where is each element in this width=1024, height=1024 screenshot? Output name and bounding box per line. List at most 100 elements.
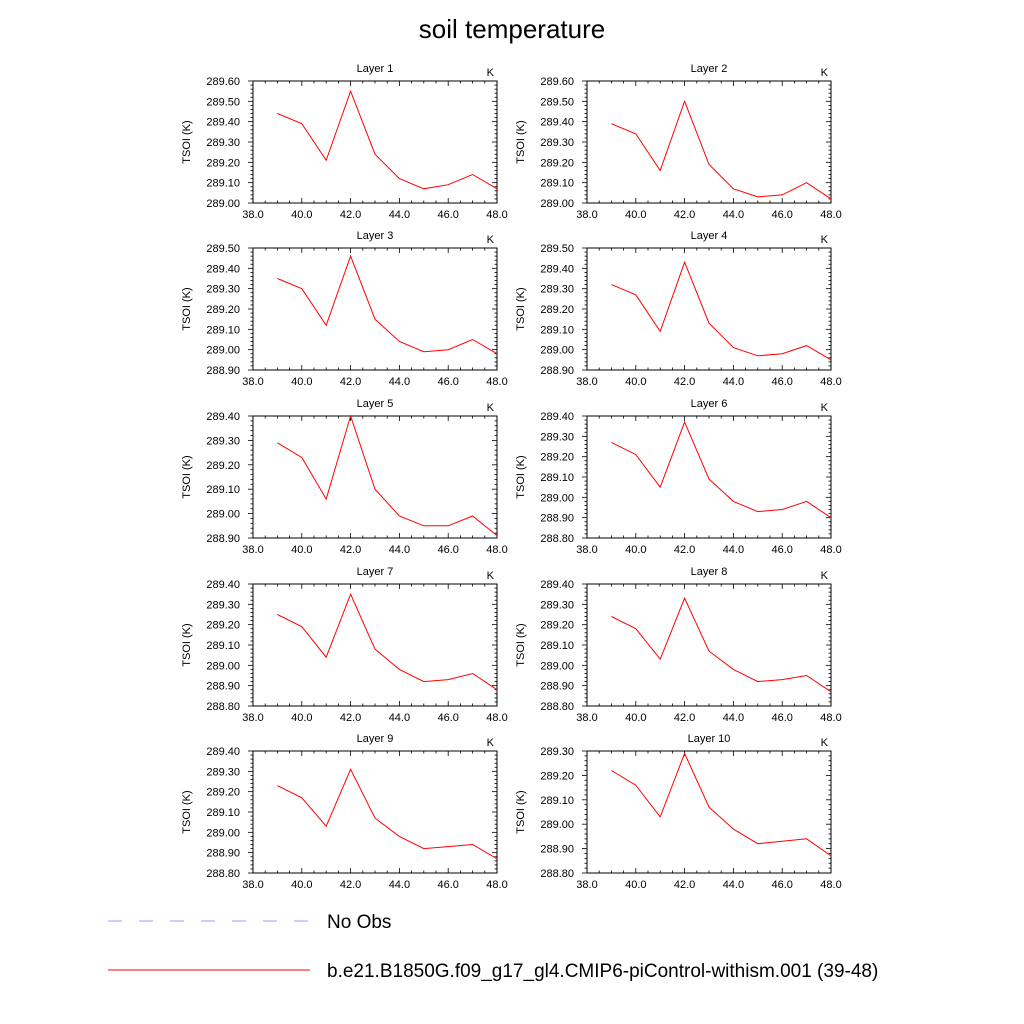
x-tick-label: 42.0 [674, 544, 695, 556]
panel-3: 38.0 40.0 42.0 44.0 46.0 48.0 288.90 289.00 289.… [181, 230, 508, 388]
y-tick-label: 289.10 [206, 324, 240, 336]
x-tick-label: 46.0 [437, 376, 458, 388]
figure-title: soil temperature [418, 14, 606, 44]
y-tick-label: 289.20 [206, 157, 240, 169]
y-tick-label: 288.80 [540, 533, 574, 545]
y-axis-label: TSOI (K) [515, 790, 527, 833]
y-tick-label: 289.60 [206, 76, 240, 88]
x-tick-label: 44.0 [389, 879, 410, 891]
y-axis-label: TSOI (K) [181, 455, 193, 498]
panel-units: K [821, 234, 829, 246]
x-tick-label: 46.0 [771, 712, 792, 724]
panel-units: K [487, 570, 495, 582]
x-tick-label: 40.0 [291, 879, 312, 891]
y-axis-label: TSOI (K) [181, 287, 193, 330]
x-tick-label: 48.0 [820, 544, 841, 556]
y-tick-label: 288.80 [206, 701, 240, 713]
panel-title: Layer 6 [691, 398, 728, 410]
x-tick-label: 42.0 [674, 209, 695, 221]
y-tick-label: 289.00 [540, 198, 574, 210]
y-tick-label: 288.90 [540, 513, 574, 525]
y-tick-label: 289.60 [540, 76, 574, 88]
plot-frame [586, 415, 832, 539]
panel-units: K [821, 737, 829, 749]
y-axis-label: TSOI (K) [515, 623, 527, 666]
y-tick-label: 289.30 [206, 284, 240, 296]
y-tick-label: 289.10 [206, 484, 240, 496]
y-tick-label: 289.30 [540, 431, 574, 443]
panel-6: 38.0 40.0 42.0 44.0 46.0 48.0 288.80 288.90 289.… [515, 398, 842, 556]
x-tick-label: 44.0 [723, 376, 744, 388]
x-tick-label: 40.0 [625, 712, 646, 724]
y-tick-label: 289.30 [206, 599, 240, 611]
legend-label-1: No Obs [327, 912, 391, 933]
x-tick-label: 38.0 [576, 544, 597, 556]
x-tick-label: 40.0 [291, 712, 312, 724]
x-tick-label: 40.0 [625, 209, 646, 221]
x-tick-label: 44.0 [723, 879, 744, 891]
x-tick-label: 44.0 [723, 712, 744, 724]
y-axis-label: TSOI (K) [181, 623, 193, 666]
y-tick-label: 289.20 [540, 770, 574, 782]
y-tick-label: 289.30 [540, 746, 574, 758]
panel-title: Layer 2 [691, 63, 728, 75]
panel-units: K [821, 402, 829, 414]
panel-units: K [821, 570, 829, 582]
x-tick-label: 38.0 [242, 209, 263, 221]
y-tick-label: 289.40 [206, 579, 240, 591]
x-tick-label: 48.0 [486, 376, 507, 388]
x-tick-label: 48.0 [486, 712, 507, 724]
x-tick-label: 40.0 [625, 544, 646, 556]
x-tick-label: 46.0 [771, 209, 792, 221]
y-tick-label: 289.40 [206, 746, 240, 758]
y-axis-label: TSOI (K) [515, 120, 527, 163]
panel-7: 38.0 40.0 42.0 44.0 46.0 48.0 288.80 288.90 289.… [181, 566, 508, 724]
x-tick-label: 44.0 [389, 376, 410, 388]
panel-1: 38.0 40.0 42.0 44.0 46.0 48.0 289.00 289.10 289.… [181, 63, 508, 221]
y-tick-label: 289.40 [206, 263, 240, 275]
y-tick-label: 289.30 [540, 284, 574, 296]
series-line [277, 414, 498, 536]
y-tick-label: 289.00 [206, 198, 240, 210]
x-tick-label: 46.0 [437, 879, 458, 891]
x-tick-label: 42.0 [340, 376, 361, 388]
panel-title: Layer 10 [688, 733, 731, 745]
x-tick-label: 46.0 [437, 544, 458, 556]
plot-frame [586, 80, 832, 204]
y-tick-label: 289.30 [540, 137, 574, 149]
y-tick-label: 288.80 [540, 701, 574, 713]
y-tick-label: 288.90 [206, 533, 240, 545]
y-tick-label: 289.10 [540, 472, 574, 484]
panel-8: 38.0 40.0 42.0 44.0 46.0 48.0 288.80 288.90 289.… [515, 566, 842, 724]
plot-frame [252, 750, 498, 874]
plot-frame [252, 583, 498, 707]
x-tick-label: 46.0 [437, 209, 458, 221]
y-tick-label: 289.30 [206, 766, 240, 778]
x-tick-label: 48.0 [486, 544, 507, 556]
series-line [277, 768, 498, 860]
y-tick-label: 289.10 [206, 807, 240, 819]
x-tick-label: 38.0 [242, 544, 263, 556]
series-line [611, 596, 832, 693]
y-tick-label: 289.10 [540, 795, 574, 807]
y-tick-label: 289.10 [540, 640, 574, 652]
panel-title: Layer 5 [357, 398, 394, 410]
y-tick-label: 289.40 [206, 411, 240, 423]
x-tick-label: 38.0 [576, 376, 597, 388]
x-tick-label: 44.0 [389, 712, 410, 724]
panel-9: 38.0 40.0 42.0 44.0 46.0 48.0 288.80 288.90 289.… [181, 733, 508, 891]
y-tick-label: 289.00 [206, 660, 240, 672]
x-tick-label: 42.0 [674, 879, 695, 891]
x-tick-label: 44.0 [389, 544, 410, 556]
y-tick-label: 288.90 [540, 844, 574, 856]
series-line [611, 99, 832, 200]
y-tick-label: 289.00 [540, 492, 574, 504]
y-axis-label: TSOI (K) [515, 455, 527, 498]
series-line [277, 592, 498, 691]
y-tick-label: 289.10 [206, 178, 240, 190]
y-tick-label: 289.40 [540, 579, 574, 591]
plot-frame [586, 583, 832, 707]
x-tick-label: 42.0 [340, 544, 361, 556]
series-line [611, 260, 832, 361]
x-tick-label: 48.0 [486, 209, 507, 221]
